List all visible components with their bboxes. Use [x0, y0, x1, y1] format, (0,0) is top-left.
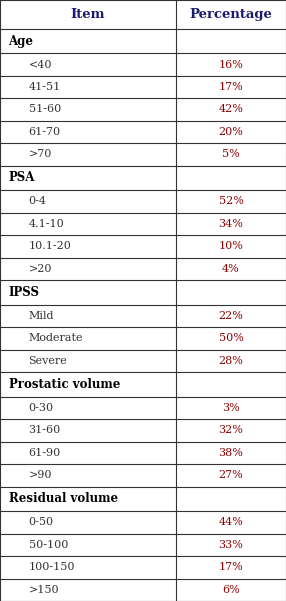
Text: 38%: 38%: [219, 448, 243, 458]
Bar: [176, 327, 286, 350]
Text: 0-30: 0-30: [29, 403, 54, 413]
Bar: [176, 487, 286, 511]
Bar: [176, 511, 286, 534]
Text: 34%: 34%: [219, 219, 243, 229]
Text: 27%: 27%: [219, 471, 243, 480]
Text: 50-100: 50-100: [29, 540, 68, 550]
Bar: [0, 327, 176, 350]
Text: 22%: 22%: [219, 311, 243, 321]
Text: Prostatic volume: Prostatic volume: [9, 378, 120, 391]
Bar: [176, 579, 286, 601]
Text: 6%: 6%: [222, 585, 240, 595]
Bar: [0, 372, 176, 397]
Text: 17%: 17%: [219, 563, 243, 572]
Text: 0-50: 0-50: [29, 517, 54, 527]
Bar: [176, 166, 286, 191]
Bar: [176, 76, 286, 98]
Bar: [176, 280, 286, 305]
Text: 31-60: 31-60: [29, 426, 61, 435]
Bar: [0, 121, 176, 143]
Bar: [0, 143, 176, 166]
Text: 61-70: 61-70: [29, 127, 61, 137]
Text: 10.1-20: 10.1-20: [29, 242, 72, 251]
Text: <40: <40: [29, 59, 52, 70]
Bar: [0, 166, 176, 191]
Bar: [0, 191, 176, 213]
Bar: [0, 213, 176, 235]
Bar: [0, 464, 176, 487]
Bar: [176, 464, 286, 487]
Bar: [0, 487, 176, 511]
Text: 4.1-10: 4.1-10: [29, 219, 64, 229]
Bar: [176, 0, 286, 29]
Text: Age: Age: [9, 34, 33, 47]
Bar: [176, 235, 286, 258]
Bar: [176, 397, 286, 419]
Text: 16%: 16%: [219, 59, 243, 70]
Bar: [176, 350, 286, 372]
Bar: [0, 442, 176, 464]
Bar: [0, 0, 176, 29]
Text: 28%: 28%: [219, 356, 243, 366]
Text: IPSS: IPSS: [9, 286, 39, 299]
Text: 41-51: 41-51: [29, 82, 61, 92]
Text: 61-90: 61-90: [29, 448, 61, 458]
Bar: [0, 579, 176, 601]
Bar: [0, 258, 176, 280]
Text: >20: >20: [29, 264, 52, 274]
Text: Moderate: Moderate: [29, 334, 83, 343]
Bar: [0, 53, 176, 76]
Bar: [176, 53, 286, 76]
Text: >90: >90: [29, 471, 52, 480]
Text: >150: >150: [29, 585, 59, 595]
Text: 4%: 4%: [222, 264, 240, 274]
Bar: [0, 419, 176, 442]
Bar: [176, 372, 286, 397]
Bar: [176, 191, 286, 213]
Bar: [176, 419, 286, 442]
Bar: [0, 511, 176, 534]
Bar: [176, 121, 286, 143]
Bar: [0, 280, 176, 305]
Text: Mild: Mild: [29, 311, 54, 321]
Bar: [176, 534, 286, 556]
Bar: [176, 98, 286, 121]
Bar: [0, 98, 176, 121]
Bar: [0, 397, 176, 419]
Bar: [0, 305, 176, 327]
Bar: [176, 556, 286, 579]
Text: 0-4: 0-4: [29, 197, 47, 207]
Text: 17%: 17%: [219, 82, 243, 92]
Text: Percentage: Percentage: [190, 8, 272, 21]
Text: 33%: 33%: [219, 540, 243, 550]
Text: 3%: 3%: [222, 403, 240, 413]
Bar: [0, 235, 176, 258]
Bar: [0, 534, 176, 556]
Text: 100-150: 100-150: [29, 563, 75, 572]
Text: Severe: Severe: [29, 356, 67, 366]
Bar: [0, 29, 176, 53]
Text: 10%: 10%: [219, 242, 243, 251]
Text: 5%: 5%: [222, 150, 240, 159]
Text: 32%: 32%: [219, 426, 243, 435]
Bar: [176, 29, 286, 53]
Bar: [176, 442, 286, 464]
Bar: [176, 143, 286, 166]
Text: 52%: 52%: [219, 197, 243, 207]
Text: Residual volume: Residual volume: [9, 492, 118, 505]
Bar: [0, 556, 176, 579]
Bar: [176, 213, 286, 235]
Text: 20%: 20%: [219, 127, 243, 137]
Bar: [0, 350, 176, 372]
Text: 44%: 44%: [219, 517, 243, 527]
Text: >70: >70: [29, 150, 52, 159]
Text: 50%: 50%: [219, 334, 243, 343]
Bar: [0, 76, 176, 98]
Text: Item: Item: [71, 8, 105, 21]
Bar: [176, 258, 286, 280]
Text: PSA: PSA: [9, 171, 35, 185]
Text: 42%: 42%: [219, 105, 243, 114]
Text: 51-60: 51-60: [29, 105, 61, 114]
Bar: [176, 305, 286, 327]
